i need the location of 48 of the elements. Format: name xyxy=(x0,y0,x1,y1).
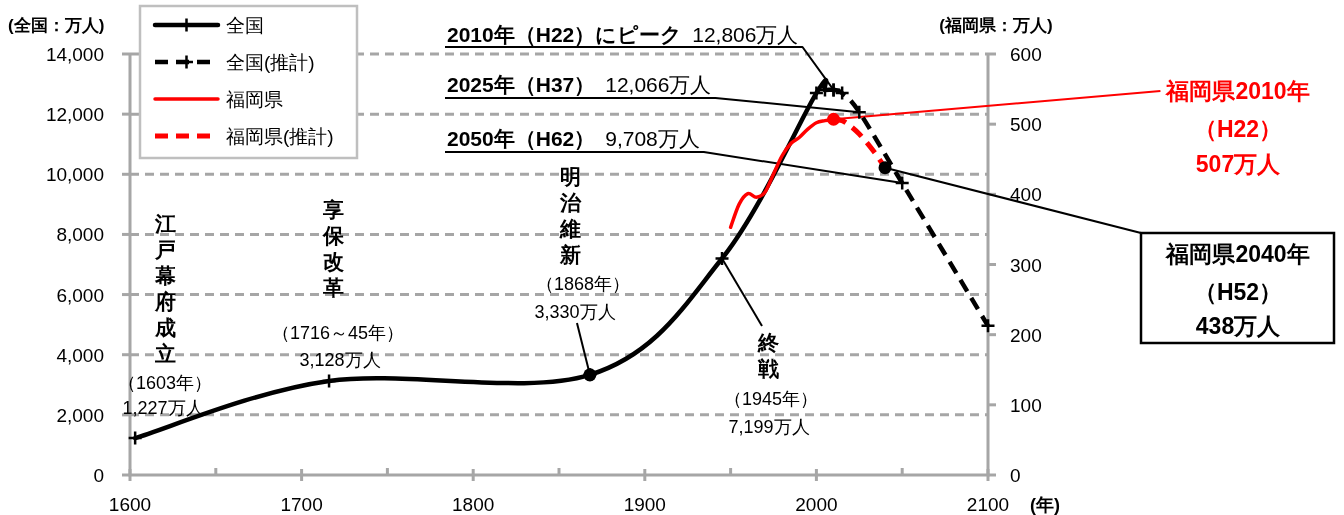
annotation: 7,199万人 xyxy=(728,417,810,437)
y-tick-label: 10,000 xyxy=(45,164,104,186)
annotation: 438万人 xyxy=(1195,313,1281,339)
x-tick-label: 1800 xyxy=(452,494,495,515)
legend-label: 全国 xyxy=(226,15,264,36)
annotation: （H52） xyxy=(1193,279,1283,305)
annotation: 福岡県2010年 xyxy=(1166,78,1310,104)
x-tick-label: 2000 xyxy=(795,494,838,515)
annotation: 2010年（H22）にピーク 12,806万人 xyxy=(447,23,799,46)
x-tick-label: 1900 xyxy=(623,494,666,515)
x-tick-label: 2100 xyxy=(966,494,1010,515)
y2-tick-label: 0 xyxy=(1010,465,1021,486)
legend-label: 福岡県(推計) xyxy=(226,126,334,147)
y-tick-label: 14,000 xyxy=(45,44,104,65)
annotation: 3,330万人 xyxy=(534,302,616,322)
x-axis-title: (年) xyxy=(1030,495,1060,515)
y-tick-label: 4,000 xyxy=(56,344,104,366)
annotation: （1716～45年） xyxy=(271,323,405,343)
annotation: 2050年（H62） 9,708万人 xyxy=(447,127,700,150)
y-tick-label: 6,000 xyxy=(56,284,104,306)
y-tick-label: 0 xyxy=(93,465,104,486)
y2-tick-label: 500 xyxy=(1010,114,1042,136)
y-tick-label: 2,000 xyxy=(56,404,104,426)
annotation: 終戦 xyxy=(757,331,779,380)
y2-tick-label: 300 xyxy=(1010,254,1042,276)
annotation: 2025年（H37） 12,066万人 xyxy=(447,73,712,96)
y2-tick-label: 600 xyxy=(1010,44,1042,65)
y-axis-title: (全国：万人) xyxy=(8,16,105,35)
legend-label: 全国(推計) xyxy=(226,52,315,73)
y-tick-label: 12,000 xyxy=(45,104,104,126)
annotation: 享保改革 xyxy=(322,198,344,299)
annotation: 福岡県2040年 xyxy=(1166,241,1310,267)
annotation: （1945年） xyxy=(724,389,818,409)
y2-tick-label: 200 xyxy=(1010,324,1042,346)
x-tick-label: 1700 xyxy=(280,494,323,515)
y2-axis-title: (福岡県：万人) xyxy=(939,16,1053,35)
annotation: 507万人 xyxy=(1195,151,1281,177)
y2-tick-label: 400 xyxy=(1010,184,1042,206)
y-tick-label: 8,000 xyxy=(56,224,104,246)
legend-label: 福岡県 xyxy=(226,89,283,110)
x-tick-label: 1600 xyxy=(108,494,152,515)
annotation: 明治維新 xyxy=(559,165,581,266)
annotation: （H22） xyxy=(1193,116,1283,142)
annotation: （1868年） xyxy=(536,274,630,294)
annotation: （1603年） xyxy=(118,373,212,393)
annotation: 江戸幕府成立 xyxy=(154,212,176,365)
y2-tick-label: 100 xyxy=(1010,394,1042,416)
annotation: 3,128万人 xyxy=(299,350,381,370)
